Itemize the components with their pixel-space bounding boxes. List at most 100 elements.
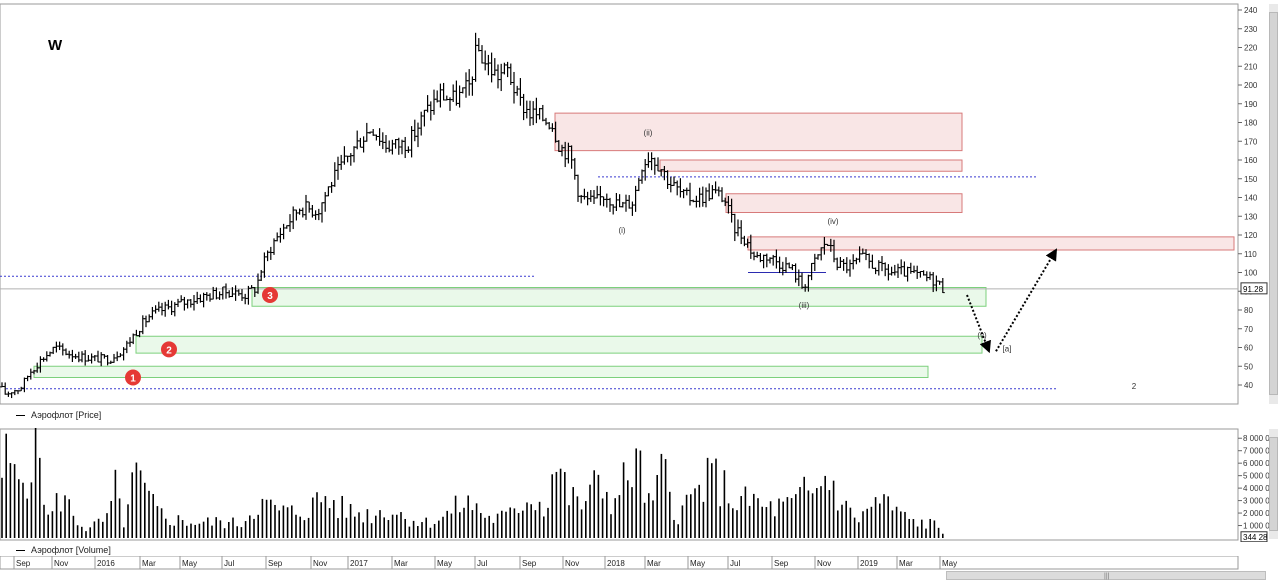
price-bar bbox=[851, 254, 856, 270]
price-bar bbox=[908, 262, 913, 274]
price-bar bbox=[886, 264, 891, 281]
price-bar bbox=[476, 38, 481, 52]
price-bar bbox=[416, 122, 420, 148]
price-bar bbox=[755, 251, 760, 258]
price-bar bbox=[617, 194, 622, 208]
price-bar bbox=[355, 130, 360, 150]
price-bar bbox=[51, 346, 56, 355]
price-bar bbox=[457, 85, 462, 108]
x-tick-label: Jul bbox=[730, 559, 740, 568]
price-plot-border bbox=[0, 3, 1239, 405]
price-bar bbox=[912, 265, 916, 274]
price-bar bbox=[403, 136, 408, 159]
price-bar bbox=[89, 353, 94, 364]
price-bar bbox=[924, 271, 929, 282]
price-bar bbox=[60, 343, 65, 356]
price-bar bbox=[515, 85, 520, 96]
y-tick-label: 210 bbox=[1244, 62, 1258, 71]
y-tick-label: 60 bbox=[1244, 344, 1253, 353]
price-bar bbox=[169, 300, 174, 316]
x-tick-label: Mar bbox=[142, 559, 156, 568]
price-bar bbox=[262, 252, 267, 278]
y-tick-label: 230 bbox=[1244, 25, 1258, 34]
price-bar bbox=[512, 71, 516, 104]
price-bar bbox=[374, 134, 379, 141]
price-bar bbox=[451, 84, 456, 102]
y-tick-label: 180 bbox=[1244, 119, 1258, 128]
price-bar bbox=[646, 152, 651, 168]
price-bar bbox=[492, 58, 497, 76]
price-bar bbox=[140, 315, 145, 335]
volume-tick-label: 6 000 0 bbox=[1243, 459, 1270, 468]
price-bar bbox=[582, 188, 587, 200]
x-tick-label: Jul bbox=[224, 559, 234, 568]
y-tick-label: 200 bbox=[1244, 81, 1258, 90]
price-bar bbox=[326, 186, 331, 197]
time-hscroll[interactable]: ||| bbox=[946, 571, 1266, 580]
price-bar bbox=[598, 186, 603, 206]
volume-chart[interactable]: 8 000 0 7 000 0 6 000 0 5 000 0 4 000 0 3 000… bbox=[0, 428, 1280, 542]
volume-vscroll[interactable] bbox=[1269, 429, 1278, 539]
price-bar bbox=[316, 208, 321, 221]
price-bar bbox=[576, 174, 580, 202]
price-bar bbox=[761, 254, 766, 269]
price-bar bbox=[236, 289, 241, 296]
price-bar bbox=[22, 377, 27, 393]
price-bar bbox=[505, 61, 510, 78]
price-bar bbox=[297, 208, 302, 215]
price-bar bbox=[892, 264, 897, 276]
price-bar bbox=[419, 111, 424, 136]
price-bar bbox=[611, 204, 616, 215]
price-bar bbox=[384, 135, 388, 153]
x-tick-label: May bbox=[437, 559, 452, 568]
price-bar bbox=[796, 269, 801, 287]
wave-label: (ii) bbox=[644, 129, 653, 138]
price-vscroll-thumb[interactable] bbox=[1269, 12, 1278, 395]
price-bar bbox=[896, 263, 900, 278]
x-tick-label: Nov bbox=[817, 559, 831, 568]
price-bar bbox=[604, 193, 609, 208]
price-bar bbox=[777, 256, 782, 274]
price-bar bbox=[320, 202, 324, 223]
legend-line-icon bbox=[16, 415, 25, 417]
projection-arrow-up bbox=[995, 248, 1058, 352]
price-bar bbox=[400, 139, 404, 155]
price-bar bbox=[396, 137, 401, 155]
price-bar bbox=[614, 192, 619, 211]
price-bar bbox=[678, 178, 683, 198]
price-bar bbox=[134, 329, 139, 337]
zone-layer bbox=[33, 112, 1235, 378]
price-bar bbox=[380, 132, 385, 150]
price-bar bbox=[800, 272, 804, 289]
price-bar bbox=[348, 153, 353, 166]
price-bar bbox=[473, 32, 478, 82]
volume-bars bbox=[1, 428, 944, 538]
price-bar bbox=[204, 292, 209, 301]
price-bar bbox=[358, 137, 363, 148]
price-bar bbox=[940, 278, 945, 294]
price-bar bbox=[345, 155, 350, 163]
price-bar bbox=[160, 302, 164, 316]
price-bar bbox=[649, 152, 654, 171]
price-vscroll[interactable] bbox=[1269, 4, 1278, 404]
wave-label: (v) bbox=[977, 331, 987, 340]
price-bar bbox=[332, 162, 337, 187]
price-bar bbox=[732, 213, 737, 242]
demand-zone bbox=[135, 335, 983, 354]
price-bar bbox=[361, 136, 366, 153]
supply-zone bbox=[725, 193, 963, 213]
volume-vscroll-thumb[interactable] bbox=[1269, 437, 1278, 531]
volume-panel[interactable]: 8 000 0 7 000 0 6 000 0 5 000 0 4 000 0 3 000… bbox=[0, 428, 1280, 542]
wave-label: (iv) bbox=[827, 217, 838, 226]
x-tick-label: 2019 bbox=[860, 559, 878, 568]
demand-zone bbox=[251, 287, 987, 307]
price-bar bbox=[390, 139, 395, 155]
y-tick-label: 190 bbox=[1244, 100, 1258, 109]
price-axis: 4050607080901001101201301401501601701801… bbox=[1238, 6, 1268, 390]
price-bar bbox=[700, 186, 705, 207]
price-bar bbox=[688, 182, 692, 206]
price-bar bbox=[304, 194, 308, 220]
